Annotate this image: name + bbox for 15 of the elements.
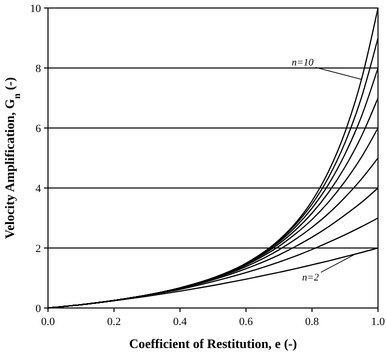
x-tick-label: 0.6 [239, 316, 254, 328]
annotation: n=10 [292, 57, 314, 68]
y-tick-label: 10 [30, 3, 42, 15]
x-axis-title: Coefficient of Restitution, e (-) [129, 336, 297, 351]
x-tick-label: 0.4 [173, 316, 188, 328]
y-tick-label: 2 [36, 243, 41, 255]
x-tick-label: 0.8 [305, 316, 320, 328]
annotation: n=2 [302, 272, 319, 284]
y-tick-label: 8 [36, 63, 42, 75]
y-tick-label: 4 [36, 183, 42, 195]
x-tick-label: 1.0 [371, 316, 386, 328]
y-tick-label: 6 [36, 123, 42, 135]
x-tick-label: 0.0 [41, 316, 56, 328]
y-tick-label: 0 [36, 303, 42, 315]
x-tick-label: 0.2 [107, 316, 121, 328]
